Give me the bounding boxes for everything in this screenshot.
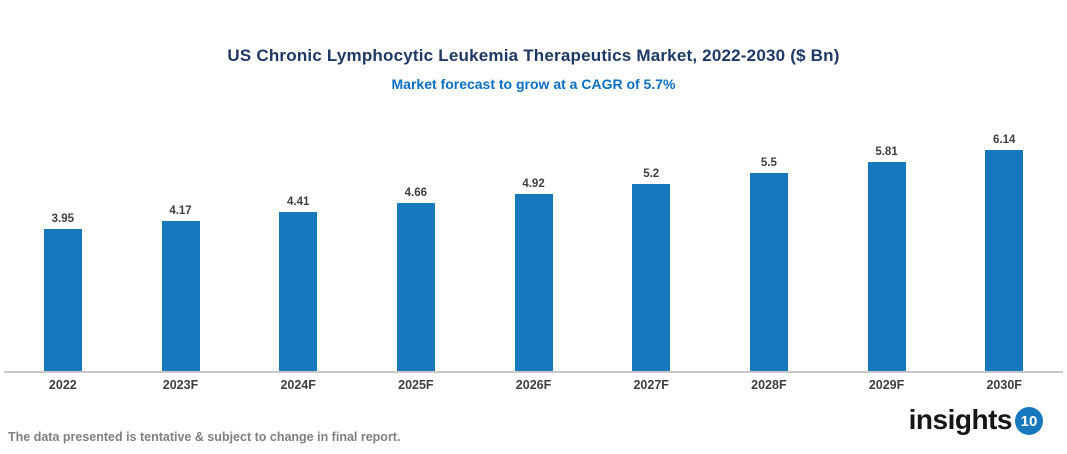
logo-badge: 10: [1015, 407, 1043, 435]
bar-slot-2026F: 4.92: [475, 118, 593, 372]
bar-value-label: 5.81: [875, 146, 898, 158]
chart-subtitle: Market forecast to grow at a CAGR of 5.7…: [391, 76, 676, 92]
chart-title: US Chronic Lymphocytic Leukemia Therapeu…: [227, 46, 840, 65]
bar-slot-2028F: 5.5: [710, 118, 828, 372]
x-axis-label-2022: 2022: [48, 378, 77, 392]
bar-slot-2030F: 6.14: [945, 118, 1063, 372]
insights10-logo: insights 10: [909, 404, 1043, 436]
bar-slot-2022: 3.95: [4, 118, 122, 372]
x-axis-label-2023F: 2023F: [162, 378, 199, 392]
bar-2026F: [514, 194, 553, 372]
bar-2024F: [279, 212, 318, 372]
bar-2025F: [396, 203, 435, 372]
x-axis: 2022 2023F 2024F 2025F 2026F 2027F 2028F 2029F 2…: [4, 378, 1063, 392]
x-axis-label-2026F: 2026F: [515, 378, 552, 392]
bar-2030F: [985, 150, 1024, 372]
x-axis-label-2029F: 2029F: [868, 378, 905, 392]
x-axis-label-2030F: 2030F: [986, 378, 1022, 392]
disclaimer-text: The data presented is tentative & subjec…: [8, 430, 401, 444]
bar-slot-2029F: 5.81: [828, 118, 946, 372]
bar-value-label: 3.95: [51, 213, 75, 225]
x-axis-label-2028F: 2028F: [751, 378, 787, 392]
bar-slot-2023F: 4.17: [122, 118, 240, 372]
bar-value-label: 5.2: [643, 168, 660, 180]
bar-2029F: [867, 162, 906, 372]
logo-text: insights: [908, 404, 1013, 435]
bar-slot-2024F: 4.41: [239, 118, 357, 372]
bar-value-label: 4.92: [522, 178, 545, 190]
bar-value-label: 6.14: [993, 134, 1016, 146]
bar-slot-2025F: 4.66: [357, 118, 475, 372]
bar-value-label: 4.41: [286, 196, 310, 208]
plot-area: 3.95 4.17 4.41 4.66 4.92 5.2 5.5 5.81 6.14: [4, 118, 1063, 372]
bar-2023F: [161, 221, 200, 372]
bar-2022: [43, 229, 82, 372]
bar-value-label: 4.17: [169, 205, 192, 217]
bar-2027F: [632, 184, 671, 372]
x-axis-label-2024F: 2024F: [280, 378, 316, 392]
x-axis-label-2025F: 2025F: [398, 378, 434, 392]
x-axis-line: [4, 371, 1063, 373]
bar-slot-2027F: 5.2: [592, 118, 710, 372]
bar-2028F: [749, 173, 788, 372]
x-axis-label-2027F: 2027F: [633, 378, 669, 392]
bar-value-label: 5.5: [760, 157, 777, 169]
bar-value-label: 4.66: [404, 187, 428, 199]
